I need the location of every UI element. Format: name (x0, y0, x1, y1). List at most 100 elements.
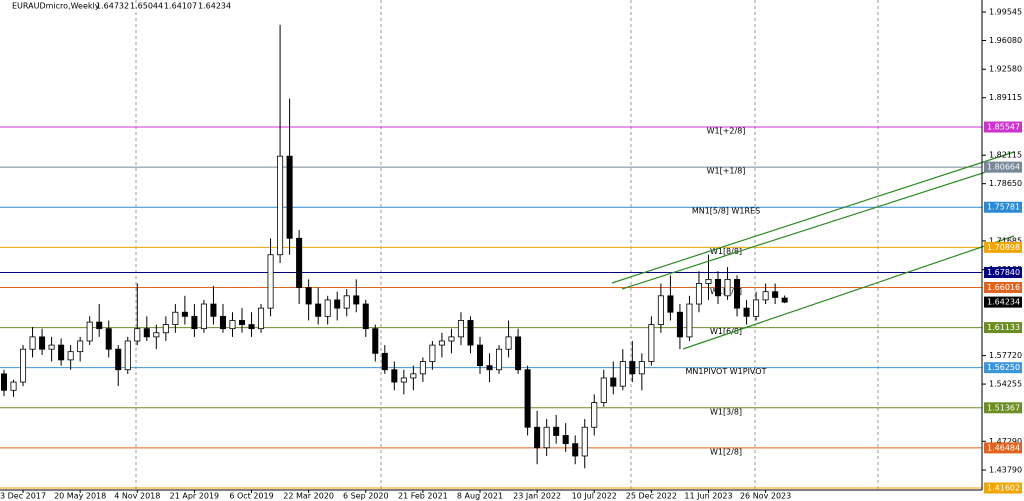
y-tick-label: 1.78650 (989, 179, 1022, 188)
candle-body (96, 321, 103, 330)
x-tick-label: 3 Dec 2017 (0, 492, 46, 501)
candle-body (629, 361, 636, 375)
x-tick-label: 10 Jul 2022 (572, 492, 617, 501)
candle-body (591, 402, 598, 428)
y-tick-label: 1.43790 (989, 466, 1022, 475)
candle-body (657, 295, 664, 325)
candle-body (258, 307, 265, 330)
candle-body (505, 336, 512, 350)
price-boxes: 1.85547 1.80664 1.75781 1.70898 1.67840 1.660… (984, 121, 1022, 494)
y-tick-label: 1.92580 (989, 65, 1022, 74)
candle-body (610, 377, 617, 387)
header-open: 1.64732 (96, 2, 129, 11)
header-close: 1.64234 (198, 2, 231, 11)
candle-body (229, 320, 236, 330)
price-box (984, 442, 1022, 454)
candle-body (743, 307, 750, 317)
header-high: 1.65044 (130, 2, 163, 11)
vertical-grid (135, 0, 879, 490)
candle-body (714, 278, 722, 297)
candle-body (20, 348, 27, 383)
x-tick-label: 23 Jan 2022 (513, 492, 561, 501)
candle-body (676, 311, 683, 338)
price-box-label: 1.80664 (987, 163, 1020, 172)
candle-body (429, 344, 436, 362)
price-box-label: 1.66016 (987, 283, 1020, 292)
candle-body (486, 365, 493, 371)
candle-body (695, 283, 702, 305)
x-tick-label: 26 Nov 2023 (740, 492, 791, 501)
y-tick-label: 1.99545 (989, 8, 1022, 17)
candle-body (572, 443, 579, 457)
candle-body (305, 287, 312, 305)
candle-body (362, 303, 369, 330)
y-tick-label: 1.47290 (989, 437, 1022, 446)
candle-body (496, 348, 503, 371)
x-tick-label: 8 Aug 2021 (457, 492, 503, 501)
price-box (984, 241, 1022, 253)
candle-body (553, 426, 560, 436)
candle-body (172, 311, 179, 325)
candle-body (0, 373, 8, 391)
candle-body (324, 299, 331, 317)
x-tick-label: 21 Apr 2019 (170, 492, 219, 501)
x-tick-label: 21 Feb 2021 (398, 492, 448, 501)
price-box (984, 266, 1022, 278)
candle-body (562, 435, 569, 445)
price-box (984, 161, 1022, 173)
level-label: W1[+1/8] (707, 167, 746, 176)
candle-body (286, 155, 293, 239)
candle-body (619, 361, 626, 387)
x-tick-label: 25 Dec 2022 (626, 492, 677, 501)
candle-body (419, 361, 426, 375)
price-box (984, 322, 1022, 334)
candle-body (48, 344, 55, 350)
price-box (984, 402, 1022, 414)
candle-body (772, 291, 779, 298)
candle-body (162, 324, 169, 334)
candle-body (115, 348, 122, 371)
price-box-label: 1.67840 (987, 268, 1020, 277)
level-label: MN1[5/8] W1RES (692, 207, 760, 216)
candle-body (238, 320, 246, 325)
candle-body (181, 311, 188, 317)
candle-body (219, 315, 226, 330)
candle-body (334, 299, 341, 309)
candle-body (353, 295, 360, 305)
y-tick-label: 1.54255 (989, 380, 1022, 389)
level-label: W1[3/8] (710, 407, 742, 416)
price-box-label: 1.75781 (987, 203, 1020, 212)
candle-body (638, 361, 645, 375)
candle-body (134, 328, 141, 342)
candle-body (315, 303, 322, 317)
header-low: 1.64107 (164, 2, 197, 11)
channel-line (682, 235, 1015, 350)
x-tick-label: 6 Oct 2019 (229, 492, 273, 501)
y-tick-label: 1.57720 (989, 351, 1022, 360)
price-box-label: 1.64234 (987, 298, 1020, 307)
candle-body (438, 340, 445, 346)
level-label: W1[+2/8] (707, 127, 746, 136)
candle-body (410, 373, 417, 379)
candle-body (534, 426, 541, 449)
level-label: W1[8/8] (710, 247, 742, 256)
price-box (984, 121, 1022, 133)
x-tick-label: 4 Nov 2018 (114, 492, 160, 501)
x-tick-label: 22 Mar 2020 (283, 492, 334, 501)
candle-body (124, 340, 131, 371)
candle-body (10, 381, 17, 391)
candle-body (77, 340, 84, 353)
candle-body (762, 291, 769, 301)
candle-body (543, 426, 550, 449)
candle-body (448, 336, 455, 342)
price-box-label: 1.56250 (987, 363, 1020, 372)
price-box-label: 1.70898 (987, 243, 1020, 252)
candle-body (515, 336, 522, 371)
candle-body (724, 278, 731, 297)
candle-body (381, 352, 388, 371)
x-tick-label: 20 May 2018 (54, 492, 106, 501)
price-box (984, 362, 1022, 374)
y-tick-label: 1.71685 (989, 236, 1022, 245)
